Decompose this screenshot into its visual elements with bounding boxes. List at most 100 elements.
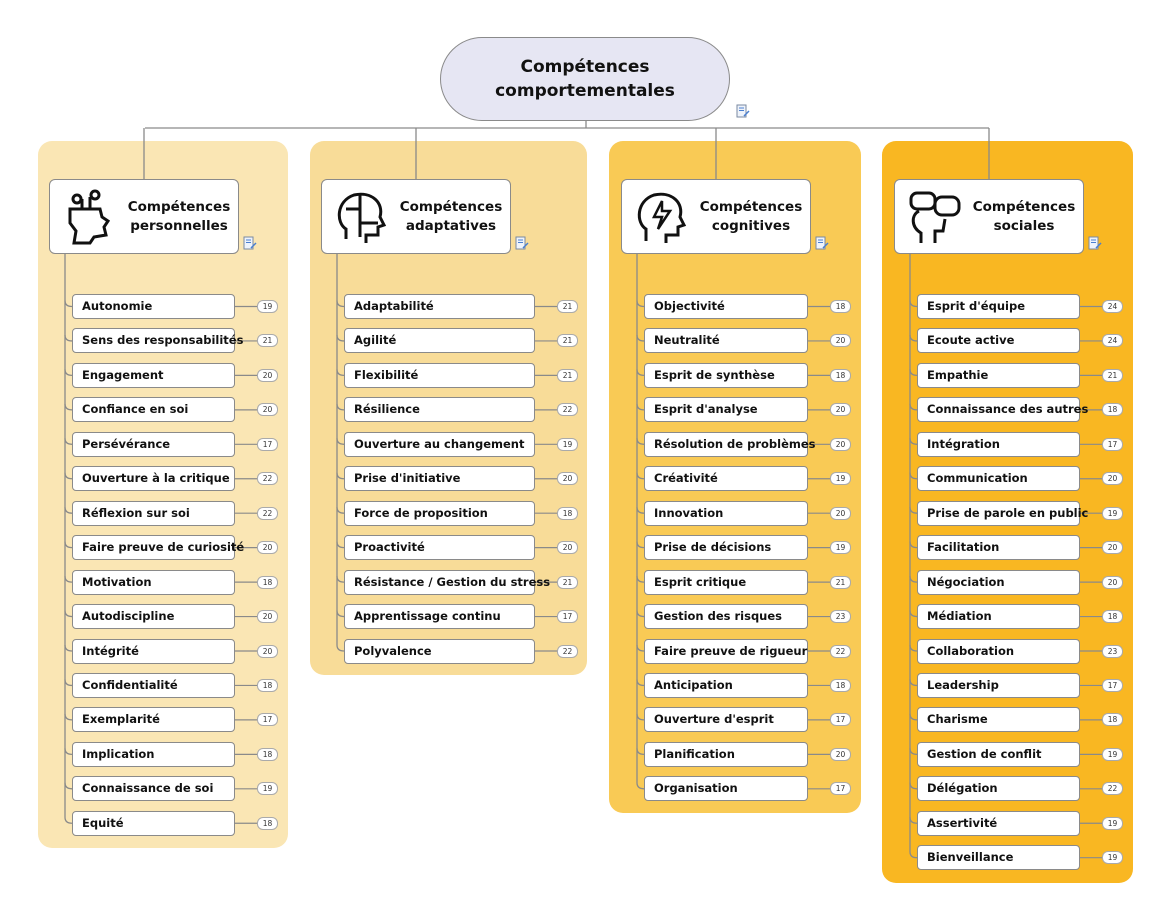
count-badge: 21	[557, 368, 578, 382]
count-badge: 18	[257, 747, 278, 761]
skill-item[interactable]: Autodiscipline	[72, 604, 235, 630]
count-badge: 21	[557, 300, 578, 313]
skill-item[interactable]: Collaboration	[917, 638, 1080, 664]
skill-item[interactable]: Confidentialité	[72, 672, 235, 698]
skill-item[interactable]: Prise de parole en public	[917, 500, 1088, 526]
count-badge: 17	[830, 782, 851, 796]
skill-item[interactable]: Esprit d'analyse	[644, 397, 808, 423]
count-badge: 19	[1102, 816, 1123, 830]
skill-item[interactable]: Bienveillance	[917, 845, 1080, 871]
skill-item[interactable]: Exemplarité	[72, 707, 235, 733]
skill-item[interactable]: Charisme	[917, 707, 1080, 733]
skill-item[interactable]: Faire preuve de curiosité	[72, 535, 244, 561]
skill-item[interactable]: Communication	[917, 466, 1080, 492]
skill-item[interactable]: Adaptabilité	[344, 294, 535, 319]
category-title: Compétences adaptatives	[399, 198, 503, 234]
skill-item[interactable]: Empathie	[917, 362, 1080, 388]
skill-item[interactable]: Objectivité	[644, 294, 808, 319]
skill-item[interactable]: Connaissance des autres	[917, 397, 1088, 423]
skill-item[interactable]: Résilience	[344, 397, 535, 423]
skill-item[interactable]: Equité	[72, 810, 235, 836]
skill-item[interactable]: Facilitation	[917, 535, 1080, 561]
root-connector	[145, 121, 989, 129]
count-badge: 21	[557, 334, 578, 348]
count-badge: 24	[1102, 334, 1123, 348]
skill-item[interactable]: Leadership	[917, 672, 1080, 698]
skill-item[interactable]: Gestion des risques	[644, 604, 808, 630]
note-icon[interactable]	[815, 236, 829, 250]
count-badge: 17	[257, 437, 278, 451]
skill-item[interactable]: Neutralité	[644, 328, 808, 354]
skill-item[interactable]: Motivation	[72, 569, 235, 595]
skill-item[interactable]: Prise de décisions	[644, 535, 808, 561]
skill-item[interactable]: Gestion de conflit	[917, 741, 1080, 767]
skill-item[interactable]: Esprit de synthèse	[644, 362, 808, 388]
skill-item[interactable]: Sens des responsabilités	[72, 328, 243, 354]
count-badge: 19	[257, 782, 278, 796]
skill-item[interactable]: Assertivité	[917, 810, 1080, 836]
skill-item[interactable]: Ouverture au changement	[344, 431, 535, 457]
count-badge: 18	[1102, 713, 1123, 727]
skill-item[interactable]: Prise d'initiative	[344, 466, 535, 492]
skill-item[interactable]: Réflexion sur soi	[72, 500, 235, 526]
skill-item[interactable]: Force de proposition	[344, 500, 535, 526]
count-badge: 20	[257, 403, 278, 417]
skill-item[interactable]: Planification	[644, 741, 808, 767]
skill-item[interactable]: Engagement	[72, 362, 235, 388]
skill-item[interactable]: Intégration	[917, 431, 1080, 457]
skill-item[interactable]: Apprentissage continu	[344, 604, 535, 630]
category-node[interactable]: Compétences cognitives	[621, 179, 811, 254]
count-badge: 17	[557, 610, 578, 624]
count-badge: 20	[557, 472, 578, 486]
skill-item[interactable]: Ecoute active	[917, 328, 1080, 354]
count-badge: 17	[257, 713, 278, 727]
count-badge: 22	[557, 403, 578, 417]
skill-item[interactable]: Médiation	[917, 604, 1080, 630]
skill-item[interactable]: Ouverture d'esprit	[644, 707, 808, 733]
category-title: Compétences sociales	[972, 198, 1076, 234]
count-badge: 20	[830, 334, 851, 348]
skill-item[interactable]: Autonomie	[72, 294, 235, 319]
count-badge: 21	[1102, 368, 1123, 382]
note-icon[interactable]	[243, 236, 257, 250]
count-badge: 21	[257, 334, 278, 348]
count-badge: 23	[830, 610, 851, 624]
note-icon[interactable]	[1088, 236, 1102, 250]
skill-item[interactable]: Confiance en soi	[72, 397, 235, 423]
count-badge: 20	[830, 403, 851, 417]
category-node[interactable]: Compétences sociales	[894, 179, 1084, 254]
count-badge: 19	[830, 472, 851, 486]
skill-item[interactable]: Proactivité	[344, 535, 535, 561]
count-badge: 18	[257, 816, 278, 830]
count-badge: 17	[830, 713, 851, 727]
skill-item[interactable]: Implication	[72, 741, 235, 767]
skill-item[interactable]: Esprit d'équipe	[917, 294, 1080, 319]
skill-item[interactable]: Résolution de problèmes	[644, 431, 816, 457]
count-badge: 20	[257, 610, 278, 624]
note-icon[interactable]	[736, 104, 750, 118]
skill-item[interactable]: Flexibilité	[344, 362, 535, 388]
skill-item[interactable]: Anticipation	[644, 672, 808, 698]
skill-item[interactable]: Créativité	[644, 466, 808, 492]
count-badge: 24	[1102, 300, 1123, 313]
skill-item[interactable]: Intégrité	[72, 638, 235, 664]
skill-item[interactable]: Connaissance de soi	[72, 776, 235, 802]
skill-item[interactable]: Délégation	[917, 776, 1080, 802]
skill-item[interactable]: Ouverture à la critique	[72, 466, 235, 492]
skill-item[interactable]: Organisation	[644, 776, 808, 802]
note-icon[interactable]	[515, 236, 529, 250]
count-badge: 20	[830, 747, 851, 761]
category-node[interactable]: Compétences adaptatives	[321, 179, 511, 254]
skill-item[interactable]: Innovation	[644, 500, 808, 526]
skill-item[interactable]: Esprit critique	[644, 569, 808, 595]
skill-item[interactable]: Résistance / Gestion du stress	[344, 569, 550, 595]
root-node[interactable]: Compétences comportementales	[440, 37, 730, 121]
count-badge: 18	[830, 678, 851, 692]
skill-item[interactable]: Négociation	[917, 569, 1080, 595]
skill-item[interactable]: Persévérance	[72, 431, 235, 457]
skill-item[interactable]: Polyvalence	[344, 638, 535, 664]
category-node[interactable]: Compétences personnelles	[49, 179, 239, 254]
count-badge: 18	[830, 368, 851, 382]
skill-item[interactable]: Agilité	[344, 328, 535, 354]
skill-item[interactable]: Faire preuve de rigueur	[644, 638, 808, 664]
